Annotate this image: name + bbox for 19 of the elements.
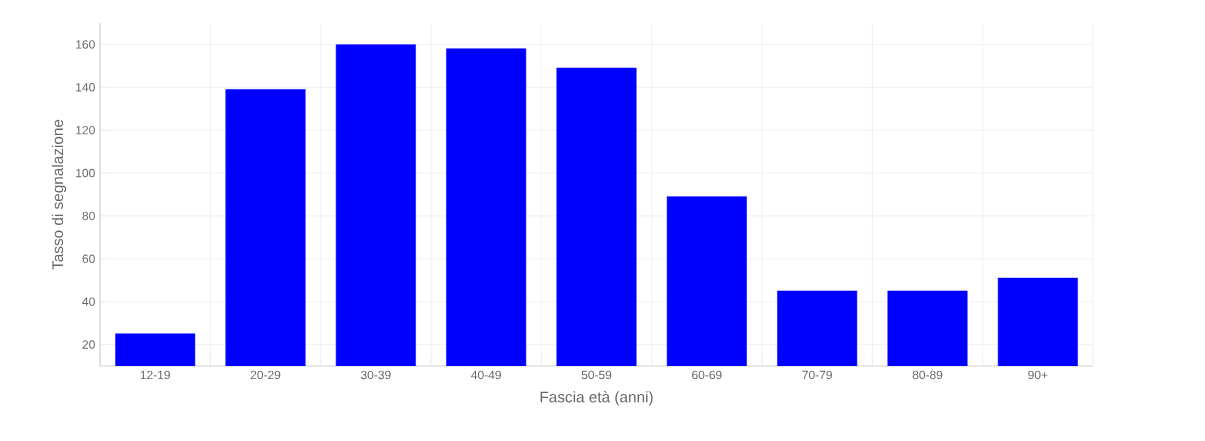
y-axis-title: Tasso di segnalazione	[51, 119, 67, 270]
y-tick-label: 120	[76, 125, 95, 135]
y-tick-label: 40	[82, 297, 95, 306]
x-tick-label: 80-89	[912, 370, 943, 380]
x-axis-title: Fascia età (anni)	[540, 391, 653, 406]
y-tick-label: 100	[76, 168, 95, 178]
x-tick-label: 50-59	[581, 370, 612, 380]
x-tick-label: 90+	[1028, 370, 1048, 380]
x-tick-label: 12-19	[140, 370, 170, 380]
y-tick-label: 160	[76, 40, 95, 49]
y-tick-label: 140	[76, 83, 95, 92]
x-tick-label: 40-49	[471, 370, 501, 380]
x-tick-label: 60-69	[692, 370, 722, 380]
y-tick-label: 60	[82, 254, 95, 264]
x-tick-label: 20-29	[250, 370, 281, 380]
x-tick-label: 30-39	[360, 370, 391, 380]
y-tick-label: 20	[82, 340, 95, 349]
y-tick-label: 80	[82, 211, 95, 221]
x-tick-label: 70-79	[802, 370, 832, 380]
